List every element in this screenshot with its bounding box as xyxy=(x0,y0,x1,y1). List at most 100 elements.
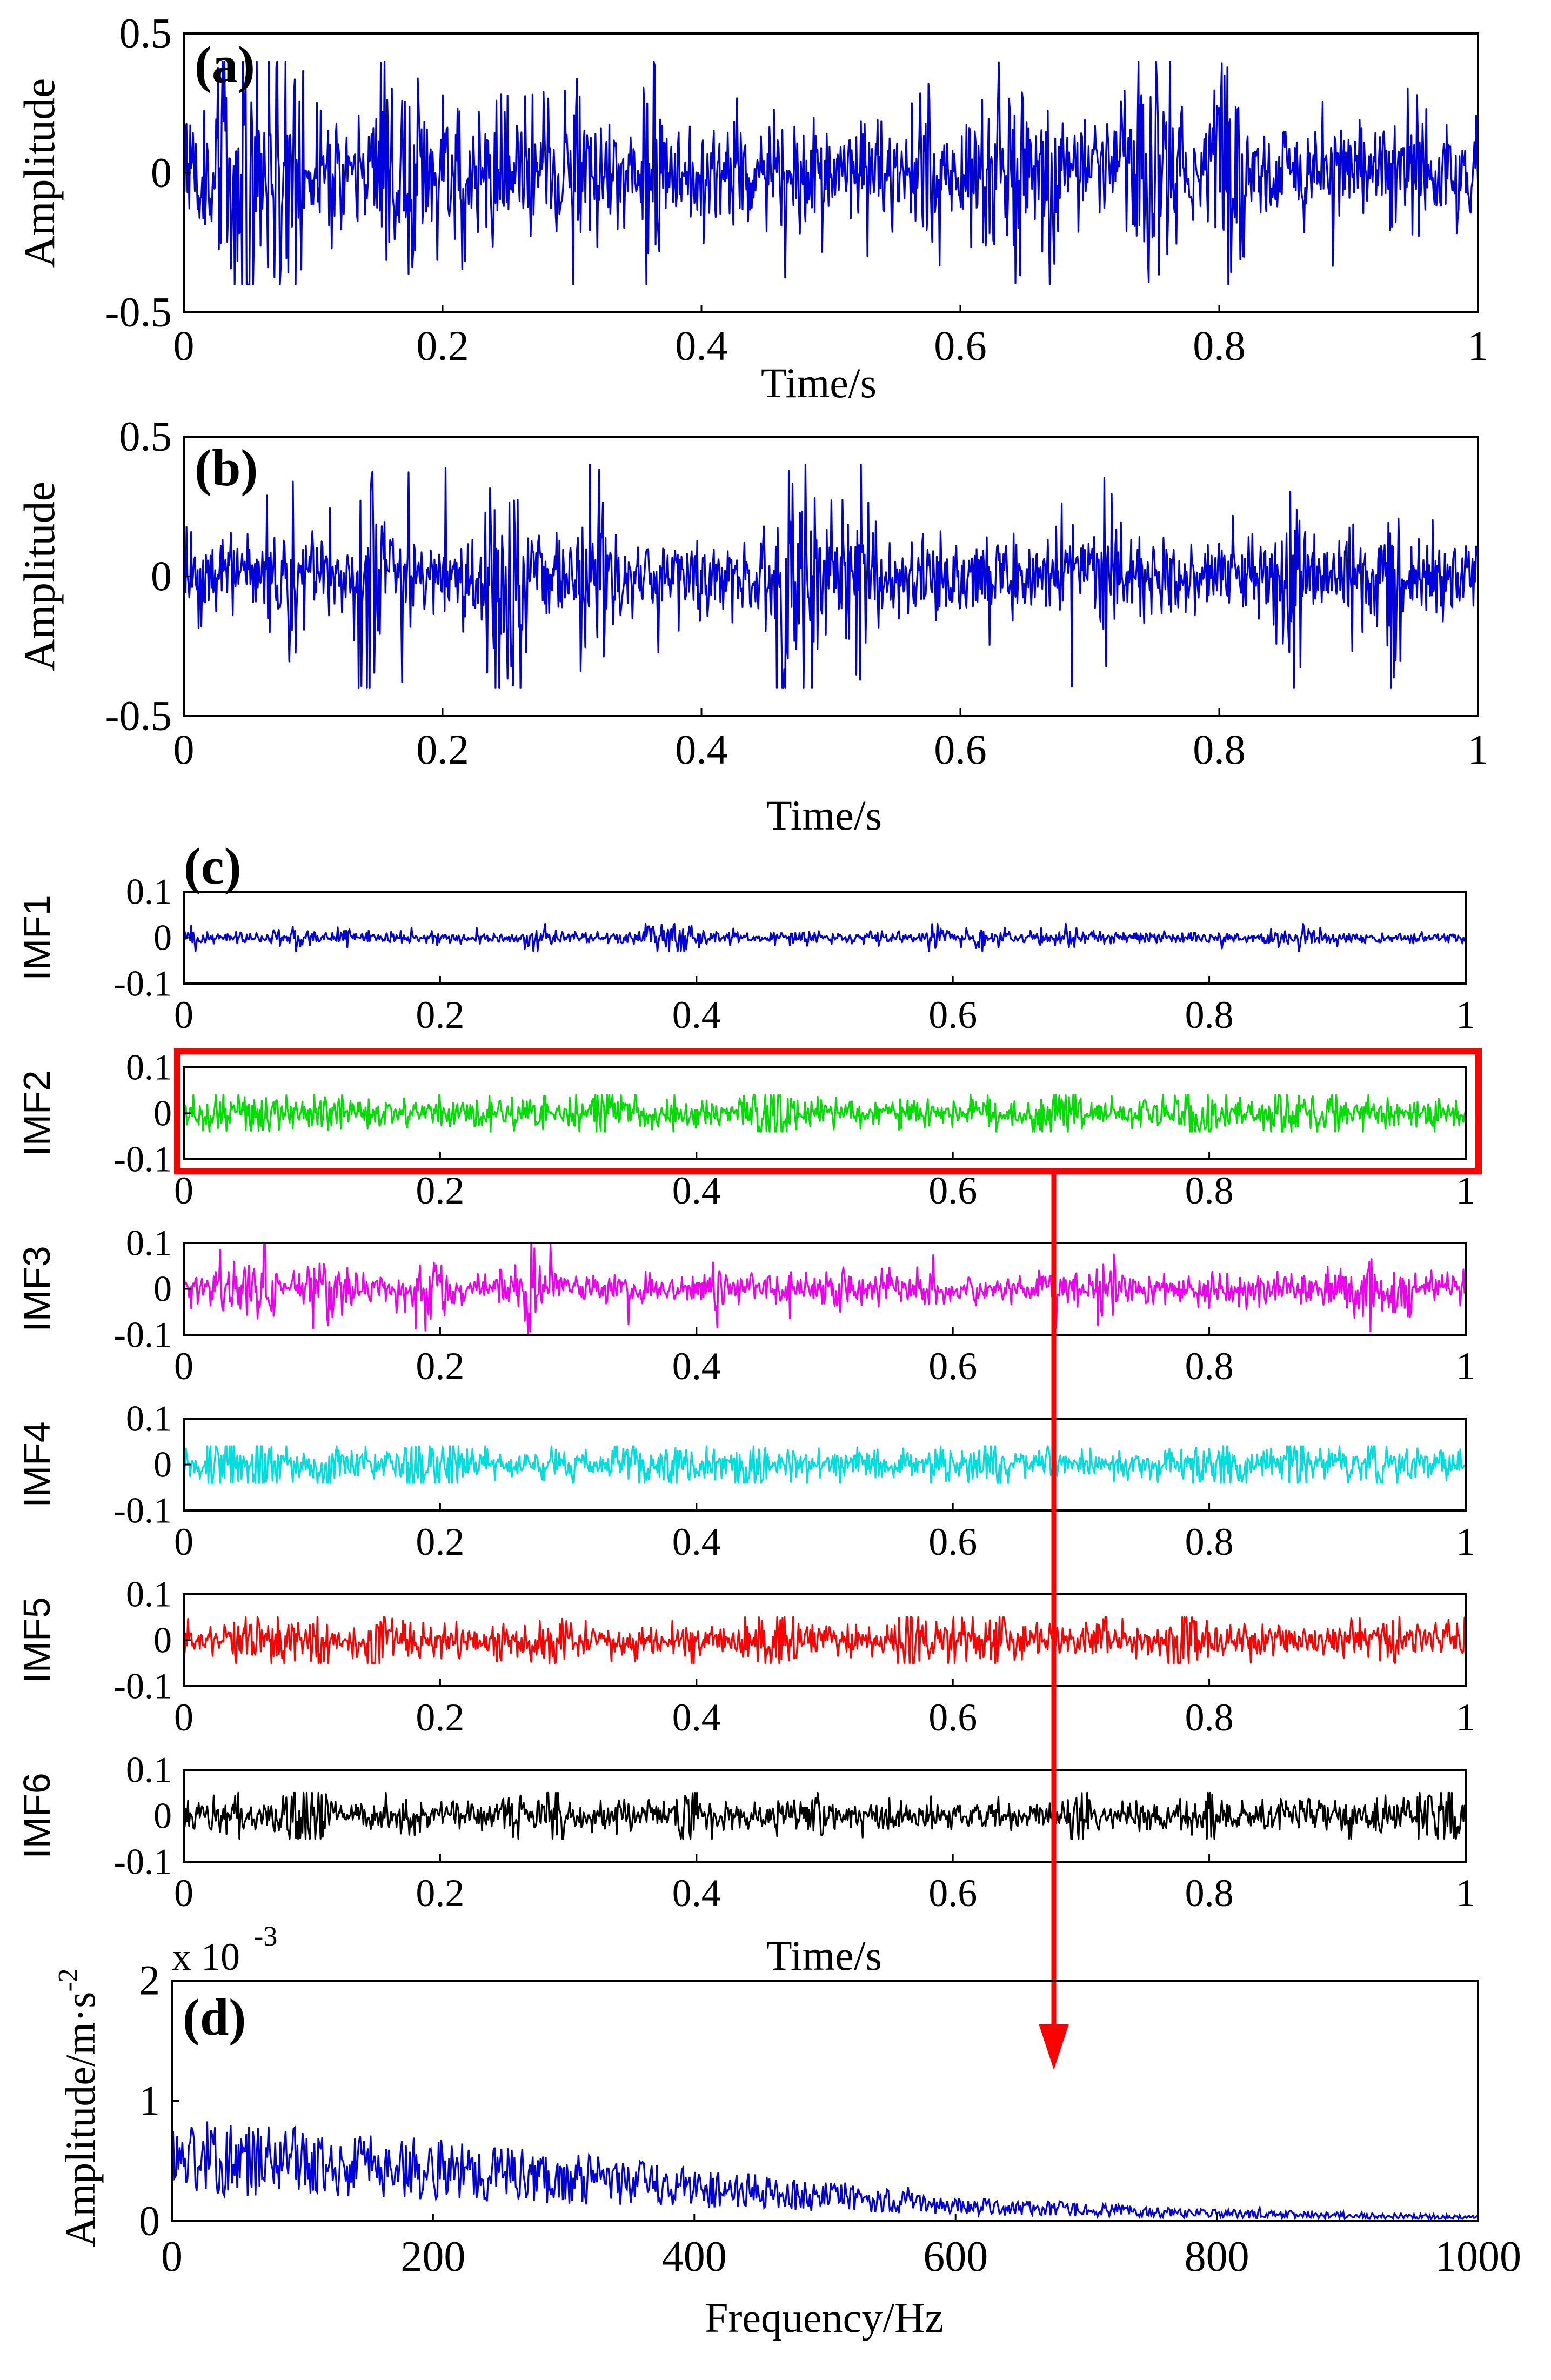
x-tick-label: 0.6 xyxy=(928,993,977,1037)
x-tick-label: 0 xyxy=(174,993,193,1037)
panel-label: (d) xyxy=(183,1988,246,2046)
y-tick-label: -0.1 xyxy=(113,1841,172,1882)
y-tick-label: 0.5 xyxy=(119,10,172,57)
x-axis-label: Time/s xyxy=(766,792,882,839)
x-tick-label: 0.4 xyxy=(675,322,728,369)
y-tick-label: 0 xyxy=(153,1092,172,1133)
imf-trace xyxy=(183,1445,1467,1484)
y-tick-label: 0 xyxy=(139,2197,160,2244)
x-tick-label: 0.4 xyxy=(672,1871,721,1915)
x-tick-label: 200 xyxy=(400,2233,465,2281)
y-tick-label: 0.5 xyxy=(119,413,172,460)
y-tick-label: 0.1 xyxy=(126,1573,172,1614)
x-tick-label: 0.6 xyxy=(928,1345,977,1388)
y-tick-label: -0.1 xyxy=(113,1665,172,1706)
x-tick-label: 0.4 xyxy=(675,726,728,773)
x-tick-label: 0 xyxy=(161,2233,183,2281)
y-tick-label: -0.1 xyxy=(113,1489,172,1530)
panel-label: (c) xyxy=(184,837,242,895)
x-tick-label: 0.4 xyxy=(672,1169,721,1212)
x-tick-label: 0.8 xyxy=(1185,1871,1234,1915)
imf-label: IMF5 xyxy=(16,1597,58,1683)
y-tick-label: 0 xyxy=(151,149,172,196)
x-tick-label: 0.8 xyxy=(1185,1169,1234,1212)
panel-label: (b) xyxy=(195,439,258,497)
y-tick-label: -0.5 xyxy=(105,692,172,739)
x-tick-label: 0 xyxy=(174,1169,193,1212)
x-tick-label: 1 xyxy=(1456,993,1475,1037)
highlight-box xyxy=(174,1048,1482,1174)
y-axis-label: Amplitude xyxy=(15,482,64,671)
panel-a: 0 0.2 0.4 0.6 0.8 10.50-0.5(a)Amplitude xyxy=(15,10,1489,369)
x-tick-label: 0.8 xyxy=(1185,1696,1234,1739)
imf-label: IMF6 xyxy=(16,1773,58,1858)
x-tick-label: 0.6 xyxy=(928,1520,977,1563)
y-tick-label: 0 xyxy=(153,1795,172,1836)
y-tick-label: 0 xyxy=(153,1268,172,1309)
x-axis-label: Time/s xyxy=(761,359,877,406)
imf-label: IMF2 xyxy=(16,1070,58,1156)
y-tick-label: -0.1 xyxy=(113,962,172,1004)
spectrum-trace xyxy=(171,2121,1479,2222)
imf-subplot: 0 0.2 0.4 0.6 0.8 1 0.1 0-0.1 IMF1 xyxy=(16,871,1475,1037)
y-scale-exponent: -3 xyxy=(254,1921,277,1952)
x-tick-label: 0 xyxy=(174,1520,193,1563)
x-tick-label: 0.6 xyxy=(928,1696,977,1739)
x-tick-label: 1 xyxy=(1468,726,1489,773)
x-tick-label: 0.2 xyxy=(416,1871,464,1915)
x-tick-label: 0.8 xyxy=(1185,1345,1234,1388)
imf-label: IMF4 xyxy=(16,1421,58,1507)
x-tick-label: 1 xyxy=(1456,1520,1475,1563)
x-tick-label: 0.2 xyxy=(416,1169,464,1212)
panel-label: (a) xyxy=(195,36,255,93)
x-tick-label: 0.8 xyxy=(1185,993,1234,1037)
x-tick-label: 0.6 xyxy=(928,1871,977,1915)
imf-trace xyxy=(183,1616,1467,1664)
y-tick-label: -0.1 xyxy=(113,1314,172,1355)
x-tick-label: 0.8 xyxy=(1193,322,1246,369)
y-tick-label: 0 xyxy=(153,1619,172,1660)
x-tick-label: 0.4 xyxy=(672,993,721,1037)
y-tick-label: 0 xyxy=(153,917,172,958)
x-tick-label: 0.6 xyxy=(934,726,987,773)
x-tick-label: 0.2 xyxy=(416,322,469,369)
x-tick-label: 0.6 xyxy=(934,322,987,369)
x-tick-label: 0.2 xyxy=(416,1696,464,1739)
x-tick-label: 0.2 xyxy=(416,1345,464,1388)
arrow-head xyxy=(1039,2024,1069,2070)
x-tick-label: 1 xyxy=(1456,1696,1475,1739)
y-tick-label: 1 xyxy=(139,2077,160,2124)
x-tick-label: 1 xyxy=(1456,1169,1475,1212)
x-axis-label: Frequency/Hz xyxy=(705,2294,944,2341)
x-tick-label: 0.4 xyxy=(672,1345,721,1388)
imf-trace xyxy=(183,1791,1467,1840)
panel-b: 0 0.2 0.4 0.6 0.8 10.50-0.5(b)Amplitude xyxy=(15,413,1489,773)
x-tick-label: 0 xyxy=(174,1345,193,1388)
axes-frame xyxy=(183,436,1479,717)
x-tick-label: 800 xyxy=(1185,2233,1249,2281)
y-axis-label: Amplitude xyxy=(15,78,64,268)
y-tick-label: 0.1 xyxy=(126,1222,172,1263)
y-axis-label-sup: -2 xyxy=(53,1968,84,1991)
imf-trace xyxy=(183,922,1467,953)
x-tick-label: 0.4 xyxy=(672,1696,721,1739)
y-scale-factor: x 10 xyxy=(172,1935,240,1978)
x-tick-label: 0.6 xyxy=(928,1169,977,1212)
x-tick-label: 1000 xyxy=(1435,2233,1521,2281)
x-tick-label: 0 xyxy=(174,1871,193,1915)
x-tick-label: 0.4 xyxy=(672,1520,721,1563)
x-tick-label: 0.8 xyxy=(1185,1520,1234,1563)
x-axis-label: Time/s xyxy=(766,1932,882,1979)
imf-trace xyxy=(183,1242,1467,1336)
imf-label: IMF1 xyxy=(16,894,58,980)
x-tick-label: 1 xyxy=(1468,322,1489,369)
y-axis-label: Amplitude/m·s-2 xyxy=(53,1968,104,2247)
x-tick-label: 0.2 xyxy=(416,726,469,773)
x-tick-label: 600 xyxy=(923,2233,988,2281)
